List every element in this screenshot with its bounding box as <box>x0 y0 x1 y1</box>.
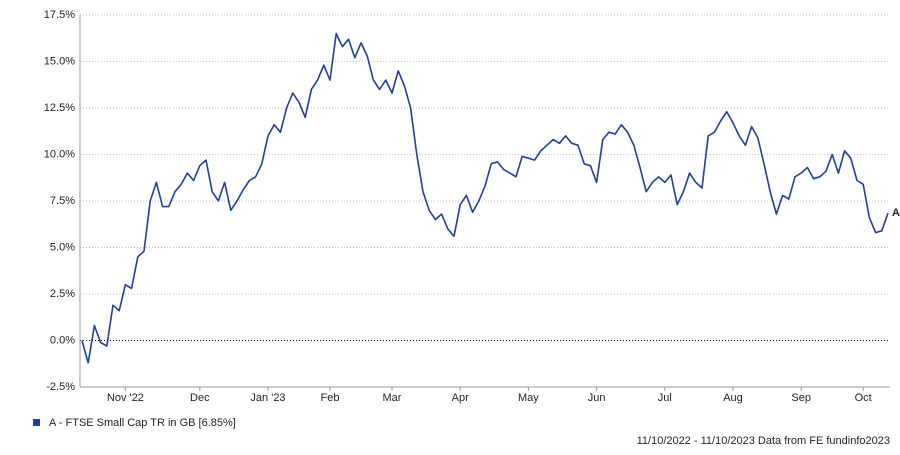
y-tick-label: 15.0% <box>44 55 75 67</box>
x-tick-label: Aug <box>723 392 743 404</box>
series-line <box>81 32 889 364</box>
x-tick-label: Jan '23 <box>250 392 285 404</box>
y-tick-label: 5.0% <box>50 241 75 253</box>
x-tick-label: Mar <box>383 392 402 404</box>
y-tick-label: -2.5% <box>46 381 75 393</box>
x-tick-label: Sep <box>791 392 811 404</box>
x-tick-label: May <box>518 392 539 404</box>
x-tick-label: Dec <box>190 392 210 404</box>
y-tick-label: 10.0% <box>44 148 75 160</box>
y-tick-label: 0.0% <box>50 334 75 346</box>
footer: 11/10/2022 - 11/10/2023 Data from FE fun… <box>637 435 890 447</box>
y-tick-label: 17.5% <box>44 9 75 21</box>
x-tick-label: Apr <box>452 392 469 404</box>
end-label: A <box>892 207 900 219</box>
y-tick-label: 2.5% <box>50 288 75 300</box>
x-tick-label: Feb <box>321 392 340 404</box>
x-tick-label: Nov '22 <box>107 392 144 404</box>
legend-label: A - FTSE Small Cap TR in GB [6.85%] <box>49 417 236 429</box>
x-tick-label: Oct <box>855 392 872 404</box>
legend-swatch <box>33 419 40 426</box>
y-tick-label: 12.5% <box>44 102 75 114</box>
y-tick-label: 7.5% <box>50 195 75 207</box>
x-tick-label: Jul <box>658 392 672 404</box>
x-tick-label: Jun <box>588 392 606 404</box>
